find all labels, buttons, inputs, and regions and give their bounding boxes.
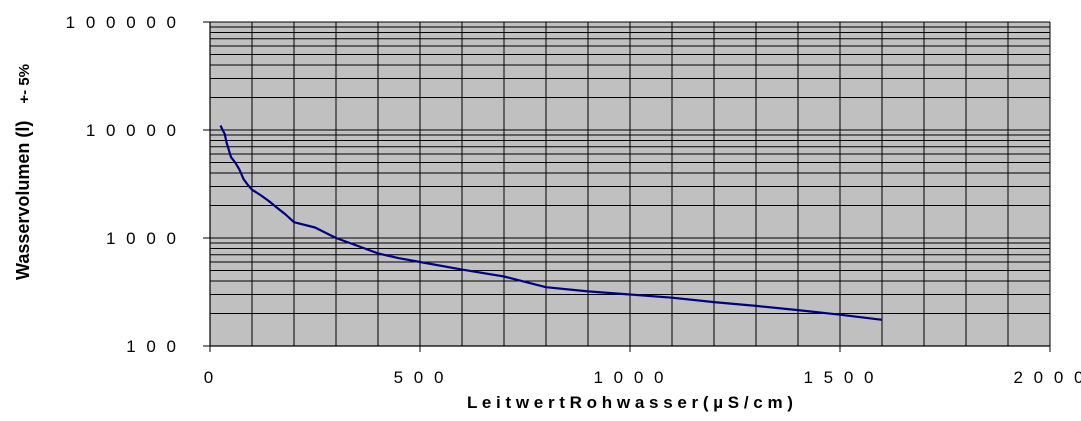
y-axis-title: Wasservolumen (l) +- 5% (13, 64, 33, 280)
gridlines (209, 21, 1051, 347)
x-tick-label: 1 5 0 0 (804, 368, 877, 387)
y-tick-labels: 1 0 0 1 0 0 0 1 0 0 0 0 1 0 0 0 0 0 (66, 13, 210, 356)
series-layer (219, 125, 883, 321)
x-tick-labels: 0 5 0 0 1 0 0 0 1 5 0 0 2 0 0 0 (204, 346, 1081, 387)
x-axis-title: L e i t w e r t R o h w a s s e r ( µ S … (467, 393, 793, 412)
x-tick-label: 5 0 0 (394, 368, 447, 387)
y-axis-title-suffix: +- 5% (16, 64, 33, 104)
y-tick-label: 1 0 0 0 0 (86, 121, 179, 140)
x-tick-label: 1 0 0 0 (594, 368, 667, 387)
y-tick-label: 1 0 0 (126, 337, 179, 356)
series-line-0 (219, 125, 883, 321)
y-tick-label: 1 0 0 0 (106, 229, 179, 248)
x-tick-label: 2 0 0 0 (1014, 368, 1081, 387)
x-tick-label: 0 (204, 368, 216, 387)
y-axis-title-main: Wasservolumen (l) (13, 121, 33, 280)
y-tick-label: 1 0 0 0 0 0 (66, 13, 179, 32)
